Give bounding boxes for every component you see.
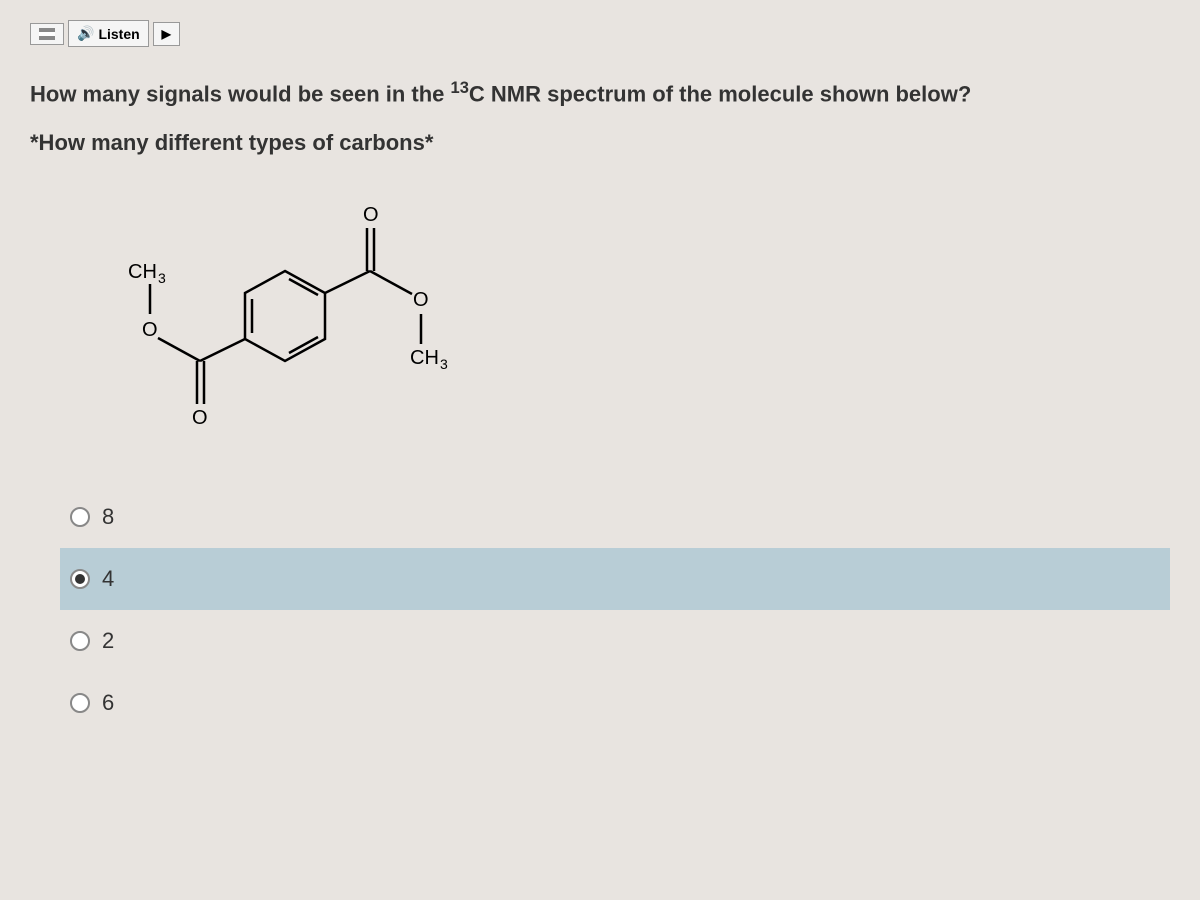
option-4[interactable]: 4 xyxy=(60,548,1170,610)
svg-text:CH: CH xyxy=(128,261,157,283)
molecule-diagram: O O CH 3 O O CH 3 xyxy=(70,186,490,446)
radio-8[interactable] xyxy=(70,507,90,527)
option-6-label: 6 xyxy=(102,690,114,716)
radio-6[interactable] xyxy=(70,693,90,713)
flag-button[interactable] xyxy=(30,23,64,45)
flag-icon xyxy=(39,28,55,40)
svg-text:O: O xyxy=(142,319,158,341)
speaker-icon: 🔊 xyxy=(77,25,94,42)
hint-text: *How many different types of carbons* xyxy=(30,130,1170,156)
svg-text:3: 3 xyxy=(158,270,166,286)
question-part-2: C NMR spectrum of the molecule shown bel… xyxy=(469,81,971,106)
options-container: 8 4 2 6 xyxy=(60,486,1170,734)
radio-2[interactable] xyxy=(70,631,90,651)
option-8[interactable]: 8 xyxy=(60,486,1170,548)
option-6[interactable]: 6 xyxy=(60,672,1170,734)
play-button[interactable]: ▶ xyxy=(153,22,180,46)
play-icon: ▶ xyxy=(162,27,171,41)
option-8-label: 8 xyxy=(102,504,114,530)
question-text: How many signals would be seen in the 13… xyxy=(30,77,1170,110)
svg-text:CH: CH xyxy=(410,347,439,369)
svg-text:O: O xyxy=(413,289,429,311)
toolbar: 🔊 Listen ▶ xyxy=(30,20,1170,47)
radio-4[interactable] xyxy=(70,569,90,589)
option-2-label: 2 xyxy=(102,628,114,654)
svg-text:O: O xyxy=(363,204,379,226)
question-superscript: 13 xyxy=(451,79,469,97)
option-2[interactable]: 2 xyxy=(60,610,1170,672)
listen-button[interactable]: 🔊 Listen xyxy=(68,20,149,47)
listen-label: Listen xyxy=(98,26,139,42)
option-4-label: 4 xyxy=(102,566,114,592)
svg-text:O: O xyxy=(192,407,208,429)
question-part-1: How many signals would be seen in the xyxy=(30,81,451,106)
svg-text:3: 3 xyxy=(440,356,448,372)
